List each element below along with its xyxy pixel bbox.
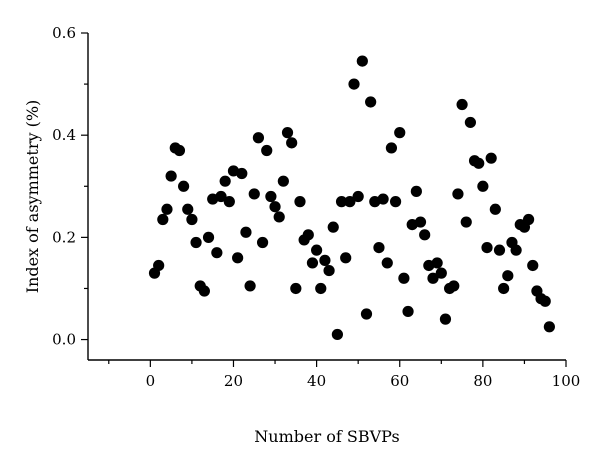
x-tick-label: 20 [224,372,243,390]
data-point [498,282,510,295]
data-point [186,213,198,226]
data-point [178,180,190,192]
data-point [273,211,285,223]
data-point [410,185,422,197]
data-point [377,193,389,205]
data-point [211,247,223,259]
x-tick-label: 40 [307,372,326,390]
data-point [385,142,398,154]
data-point [240,226,252,238]
x-ticks: 0 20 40 60 80 100 [108,360,581,390]
data-point [489,203,501,215]
x-tick-label: 60 [390,372,409,390]
data-point [477,180,489,192]
y-tick-label: 0.4 [52,126,76,144]
x-tick-label: 80 [473,372,492,390]
data-point [232,252,244,264]
y-axis-title: Index of asymmetry (%) [23,100,42,294]
data-point [294,196,306,208]
data-point [456,98,468,111]
data-point [265,190,277,203]
data-point [157,213,169,226]
data-point [261,144,273,157]
data-point [381,257,393,269]
data-point [493,244,506,256]
data-point [527,259,539,272]
data-point [460,216,472,228]
data-points [148,55,555,341]
data-point [344,196,356,208]
data-point [365,96,377,108]
data-point [356,55,368,67]
data-point [419,229,431,241]
data-point [335,196,348,208]
data-point [522,213,535,226]
data-point [269,201,281,213]
data-point [153,259,165,272]
data-point [485,152,497,164]
data-point [281,127,294,139]
data-point [414,216,427,228]
data-point [402,305,414,318]
axes [87,33,566,361]
data-point [236,167,248,180]
x-tick-label: 0 [146,372,156,390]
data-point [327,221,339,233]
data-point [352,190,364,203]
data-point [394,127,406,139]
data-point [502,270,514,282]
data-point [219,175,231,187]
data-point [473,157,485,169]
data-point [431,257,443,269]
data-point [464,116,476,129]
data-point [427,272,439,284]
data-point [198,285,210,297]
data-point [202,231,215,243]
data-point [452,188,464,200]
data-point [223,196,235,208]
data-point [290,282,302,295]
data-point [302,229,314,241]
data-point [252,132,265,144]
data-point [323,264,335,277]
y-tick-label: 0.6 [52,24,76,42]
data-point [190,236,202,249]
data-point [256,236,269,249]
data-point [248,188,260,200]
data-point [435,267,447,279]
data-point [315,282,327,295]
data-point [448,280,460,292]
y-tick-label: 0.0 [52,331,76,349]
data-point [182,203,194,215]
data-point [510,244,522,256]
data-point [360,308,373,320]
y-ticks: 0.0 0.2 0.4 0.6 [52,24,88,349]
x-axis-title: Number of SBVPs [254,427,399,446]
data-point [161,203,173,215]
data-point [277,175,289,187]
data-point [215,190,227,203]
data-point [340,252,352,264]
data-point [539,295,551,307]
data-point [389,196,402,208]
data-point [165,170,177,182]
data-point [398,272,410,284]
data-point [373,241,385,254]
data-point [331,328,343,341]
data-point [244,280,256,292]
data-point [543,321,555,333]
data-point [311,244,323,256]
data-point [319,254,331,266]
data-point [439,313,452,325]
data-point [348,78,360,90]
y-tick-label: 0.2 [52,228,76,246]
x-tick-label: 100 [552,372,581,390]
data-point [286,137,298,149]
data-point [481,241,493,254]
data-point [173,144,186,157]
data-point [306,257,319,269]
